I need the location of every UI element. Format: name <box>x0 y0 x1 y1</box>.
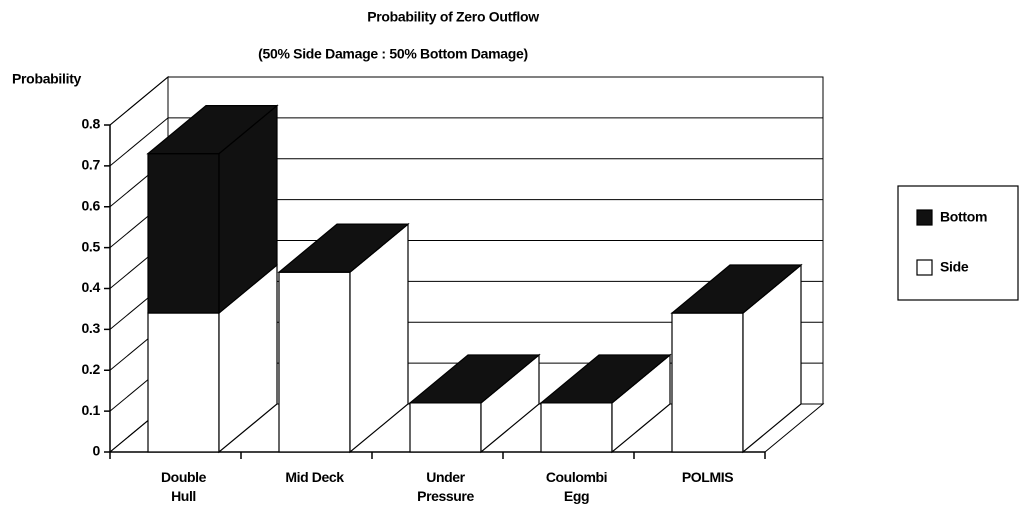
chart-subtitle: (50% Side Damage : 50% Bottom Damage) <box>258 46 528 62</box>
bar-front <box>147 312 220 453</box>
bar-front <box>671 312 744 453</box>
y-tick-label: 0.5 <box>81 238 100 254</box>
y-tick-label: 0.4 <box>81 279 100 295</box>
x-tick-label: Mid Deck <box>285 469 344 485</box>
bar-top <box>539 354 672 404</box>
grid-line <box>109 76 169 126</box>
x-tick-label: Under Pressure <box>417 469 474 504</box>
bar-front <box>278 271 351 453</box>
bar-front <box>409 402 482 453</box>
legend-box <box>897 185 1019 301</box>
y-axis-title: Probability <box>12 71 82 87</box>
chart-title: Probability of Zero Outflow <box>367 9 539 25</box>
bar-top <box>408 354 541 404</box>
x-tick-label: Double Hull <box>160 469 207 504</box>
legend-swatch <box>916 209 933 226</box>
y-tick-label: 0.3 <box>81 320 100 336</box>
legend-label: Bottom <box>940 209 987 225</box>
bar-top <box>146 105 279 155</box>
x-tick-label: POLMIS <box>681 469 734 485</box>
y-tick-label: 0.2 <box>81 361 100 377</box>
y-tick-label: 0.7 <box>81 157 100 173</box>
bar-front <box>147 153 220 314</box>
bar-top <box>670 264 803 314</box>
y-tick-label: 0.1 <box>81 402 100 418</box>
y-tick-label: 0.8 <box>81 116 100 132</box>
y-tick-label: 0 <box>93 443 101 459</box>
legend-label: Side <box>940 259 969 275</box>
bar-top <box>277 223 410 273</box>
x-tick-label: Coulombi Egg <box>545 469 608 504</box>
grid-line <box>109 117 169 167</box>
y-tick-label: 0.6 <box>81 197 100 213</box>
legend-swatch <box>916 259 933 276</box>
bar-front <box>540 402 613 453</box>
